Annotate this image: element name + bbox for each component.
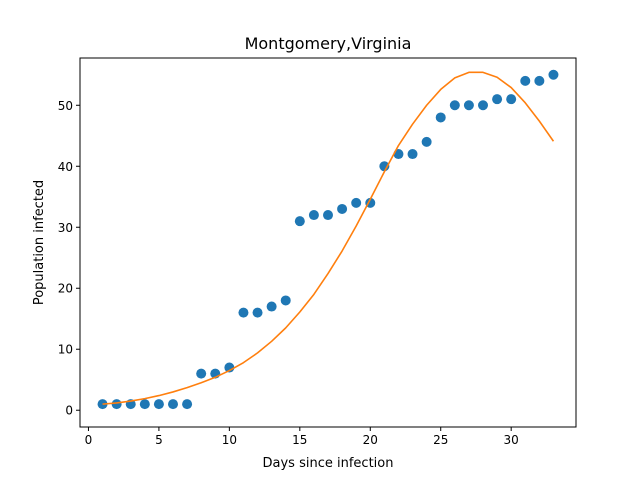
x-tick-label: 25: [433, 433, 448, 447]
data-point: [337, 203, 348, 214]
data-point: [520, 75, 531, 86]
data-point: [280, 295, 291, 306]
x-tick-label: 15: [292, 433, 307, 447]
data-point: [478, 100, 488, 111]
data-point: [351, 197, 362, 208]
plot-area-frame: [79, 57, 577, 428]
data-point: [506, 94, 517, 105]
data-point: [492, 94, 503, 105]
data-point: [534, 75, 545, 86]
x-tick-label: 30: [504, 433, 519, 447]
plot-marks: [97, 69, 559, 410]
data-point: [168, 399, 178, 410]
data-point: [252, 307, 263, 318]
data-point: [111, 399, 122, 410]
data-point: [196, 368, 207, 379]
data-point: [266, 301, 277, 312]
data-point: [182, 399, 193, 410]
x-axis: 0 5 10 15 20 25 30: [85, 427, 519, 447]
y-tick-label: 40: [58, 160, 73, 174]
chart-title: Montgomery,Virginia: [245, 34, 412, 53]
y-axis-label: Population infected: [32, 180, 47, 305]
x-tick-label: 0: [85, 433, 93, 447]
data-point: [449, 100, 460, 111]
x-tick-label: 20: [363, 433, 378, 447]
data-point: [323, 210, 333, 221]
data-point: [308, 210, 319, 221]
fit-line: [102, 71, 555, 405]
data-point: [463, 100, 474, 111]
data-point: [153, 399, 164, 410]
data-point: [435, 112, 446, 123]
data-point: [97, 399, 108, 410]
y-tick-label: 10: [58, 343, 73, 357]
data-point: [294, 216, 305, 227]
x-tick-label: 5: [155, 433, 163, 447]
y-tick-label: 20: [58, 282, 73, 296]
data-point: [139, 399, 150, 410]
x-axis-label: Days since infection: [263, 456, 394, 471]
data-point: [421, 136, 432, 147]
data-point: [238, 307, 249, 318]
y-tick-label: 30: [58, 221, 73, 235]
y-tick-label: 50: [58, 99, 73, 113]
y-tick-label: 0: [65, 404, 73, 418]
data-point: [407, 149, 418, 160]
data-point: [548, 69, 559, 80]
y-axis: 0 10 20 30 40 50: [58, 99, 80, 418]
x-tick-label: 10: [222, 433, 237, 447]
